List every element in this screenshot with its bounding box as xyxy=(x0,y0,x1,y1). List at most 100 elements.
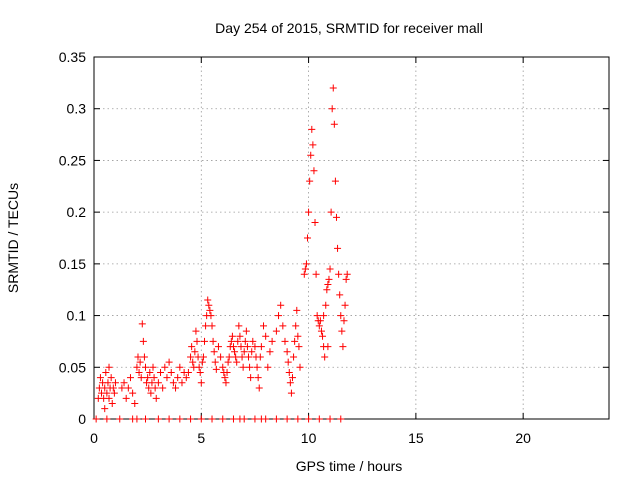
data-point xyxy=(103,415,111,423)
data-point xyxy=(212,365,220,373)
data-point xyxy=(322,301,330,309)
data-point xyxy=(326,265,334,273)
data-point xyxy=(172,384,180,392)
data-point xyxy=(142,415,149,423)
data-point xyxy=(240,348,248,356)
data-point xyxy=(197,415,205,423)
data-point xyxy=(187,415,195,423)
data-points xyxy=(92,84,351,423)
data-point xyxy=(342,275,350,283)
data-point xyxy=(292,322,300,330)
data-point xyxy=(149,363,157,371)
data-point xyxy=(323,286,331,294)
y-tick-label: 0.3 xyxy=(67,101,87,117)
data-point xyxy=(197,379,205,387)
data-point xyxy=(262,332,270,340)
data-point xyxy=(187,353,195,361)
data-point xyxy=(169,379,177,387)
data-point xyxy=(251,343,259,351)
data-point xyxy=(188,343,196,351)
data-point xyxy=(229,343,237,351)
data-point xyxy=(290,353,298,361)
axis-ticks: 0 0.05 0.1 0.15 0.2 0.25 0.3 0.35 0 5 10 15 20 xyxy=(59,49,609,446)
data-point xyxy=(331,177,339,185)
data-point xyxy=(140,353,148,361)
data-point xyxy=(328,105,336,113)
data-point xyxy=(222,379,230,387)
data-point xyxy=(229,415,237,423)
data-point xyxy=(315,322,323,330)
data-point xyxy=(312,270,320,278)
y-tick-label: 0.25 xyxy=(59,152,86,168)
data-point xyxy=(221,374,229,382)
data-point xyxy=(192,327,200,335)
data-point xyxy=(137,374,145,382)
data-point xyxy=(206,306,214,314)
data-point xyxy=(329,84,337,92)
data-point xyxy=(167,368,175,376)
data-point xyxy=(129,389,137,397)
data-point xyxy=(232,353,240,361)
data-point xyxy=(136,358,144,366)
data-point xyxy=(311,218,319,226)
data-point xyxy=(291,337,299,345)
data-point xyxy=(307,151,315,159)
data-point xyxy=(122,394,130,402)
data-point xyxy=(316,317,324,325)
data-point xyxy=(224,358,232,366)
data-point xyxy=(102,368,110,376)
data-point xyxy=(154,415,162,423)
data-point xyxy=(209,337,217,345)
data-point xyxy=(254,374,262,382)
data-point xyxy=(108,399,116,407)
data-point xyxy=(264,363,272,371)
data-point xyxy=(210,348,218,356)
x-tick-label: 5 xyxy=(197,430,205,446)
x-tick-label: 20 xyxy=(515,430,531,446)
data-point xyxy=(135,368,143,376)
data-point xyxy=(204,296,212,304)
data-point xyxy=(126,374,134,382)
data-point xyxy=(302,260,310,268)
data-point xyxy=(327,208,335,216)
data-point xyxy=(227,337,235,345)
data-point xyxy=(293,306,301,314)
data-point xyxy=(238,353,246,361)
data-point xyxy=(272,327,280,335)
data-point xyxy=(198,358,206,366)
data-point xyxy=(233,358,241,366)
data-point xyxy=(202,322,210,330)
data-point xyxy=(159,384,167,392)
data-point xyxy=(148,379,156,387)
data-point xyxy=(208,415,216,423)
data-point xyxy=(234,337,242,345)
data-point xyxy=(165,415,173,423)
data-point xyxy=(195,363,203,371)
data-point xyxy=(236,415,244,423)
data-point xyxy=(295,343,303,351)
data-point xyxy=(182,374,190,382)
data-point xyxy=(317,327,325,335)
y-tick-label: 0 xyxy=(78,411,86,427)
data-point xyxy=(253,363,261,371)
data-point xyxy=(330,120,338,128)
data-point xyxy=(248,348,256,356)
data-point xyxy=(279,322,287,330)
data-point xyxy=(251,415,259,423)
data-point xyxy=(305,415,313,423)
data-point xyxy=(315,415,323,423)
data-point xyxy=(176,415,184,423)
data-point xyxy=(281,337,289,345)
data-point xyxy=(257,343,265,351)
data-point xyxy=(110,389,118,397)
data-point xyxy=(320,312,328,320)
data-point xyxy=(223,368,231,376)
data-point xyxy=(189,358,197,366)
data-point xyxy=(304,234,312,242)
data-point xyxy=(308,125,316,133)
y-axis-label: SRMTID / TECUs xyxy=(5,183,21,293)
data-point xyxy=(152,394,160,402)
data-point xyxy=(142,363,149,371)
data-point xyxy=(191,348,199,356)
data-point xyxy=(286,379,294,387)
